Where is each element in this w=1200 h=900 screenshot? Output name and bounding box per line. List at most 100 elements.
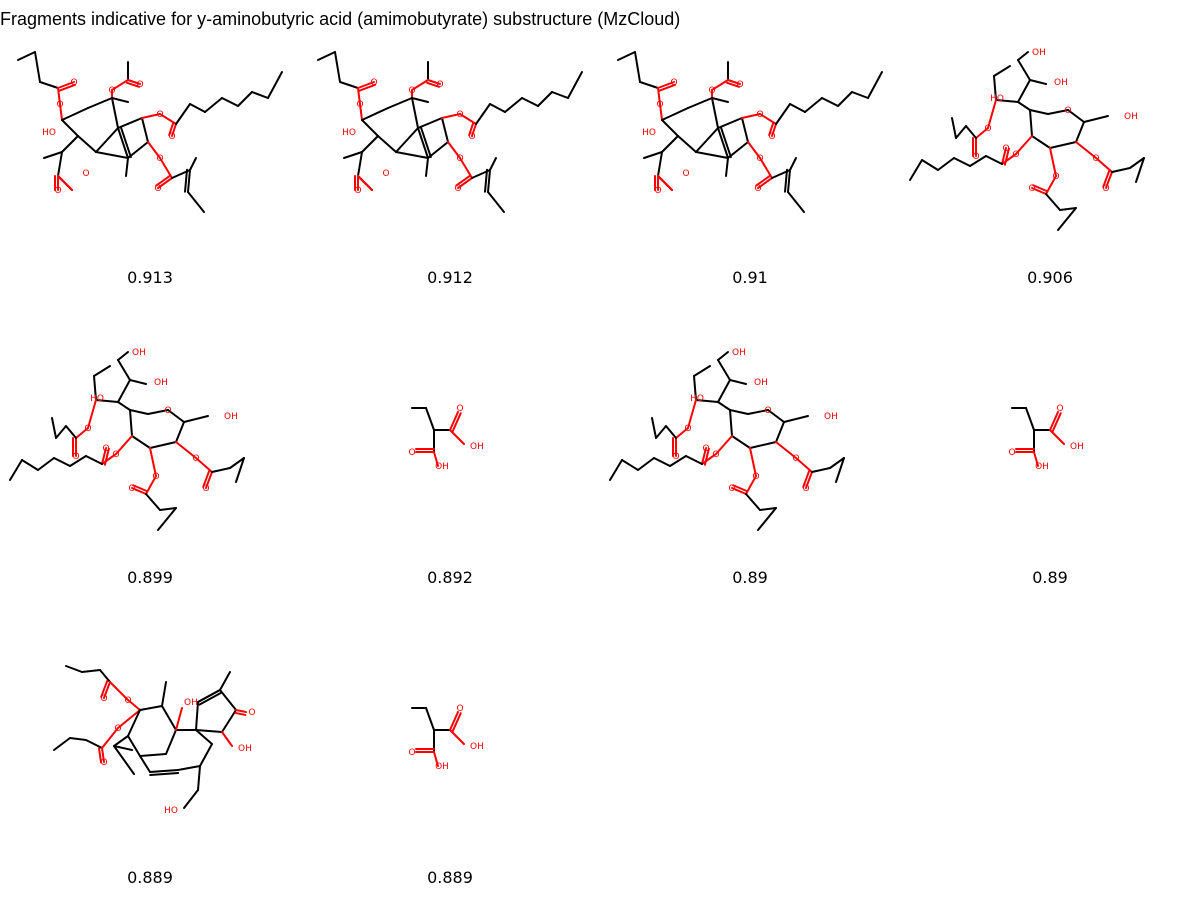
atom-label: O <box>1056 404 1063 414</box>
bond <box>1017 79 1031 103</box>
bond <box>851 91 869 99</box>
bond <box>183 789 199 809</box>
bond <box>475 103 491 125</box>
structure-cell: OOOOHOOOHOH 0.889 <box>0 600 300 900</box>
bond <box>51 417 57 439</box>
bond <box>75 427 89 439</box>
bond <box>741 113 761 119</box>
atom-label: O <box>972 152 979 162</box>
atom-label: O <box>56 100 63 110</box>
similarity-score: 0.89 <box>1032 568 1068 587</box>
bond <box>787 191 805 213</box>
bond <box>387 97 413 109</box>
bond <box>487 191 505 213</box>
bond <box>909 159 923 181</box>
bond <box>433 451 439 467</box>
bond <box>837 91 853 107</box>
bond <box>21 459 39 471</box>
bond <box>1049 147 1057 177</box>
bond <box>789 103 806 113</box>
bond <box>471 123 477 137</box>
bond <box>1001 153 1017 165</box>
bond <box>551 91 569 99</box>
bond <box>34 51 41 83</box>
atom-label: OH <box>470 742 484 752</box>
bond <box>695 399 719 403</box>
bond <box>103 681 111 699</box>
bond <box>1105 171 1113 189</box>
bond <box>95 127 119 153</box>
bond <box>1017 101 1031 111</box>
bond <box>657 81 675 89</box>
bond <box>117 401 131 411</box>
bond <box>59 103 63 121</box>
bond <box>1049 141 1077 149</box>
structure-cell: OHHOOHOOOOHOOOOOO 0.89 <box>600 300 900 600</box>
bond <box>1075 141 1097 159</box>
bond <box>717 351 729 361</box>
bond <box>701 453 717 465</box>
bond <box>111 97 129 103</box>
bond <box>205 471 213 489</box>
bond <box>651 417 657 439</box>
bond <box>455 174 472 187</box>
bond <box>717 127 729 159</box>
molecule-drawing: OHHOOHOOOOHOOOOOO <box>609 348 845 531</box>
atom-label: O <box>72 452 79 462</box>
bond <box>661 119 679 137</box>
bond <box>117 379 131 403</box>
bond <box>202 469 211 488</box>
atom-label: O <box>708 86 715 96</box>
atom-label: O <box>1028 184 1035 194</box>
sucrose-ester-structure: OHHOOHOOOOHOOOOOO <box>609 348 845 531</box>
atom-label: O <box>202 484 209 494</box>
bond <box>449 411 459 431</box>
bond <box>395 151 429 159</box>
similarity-score: 0.913 <box>127 268 173 287</box>
bond <box>425 407 435 431</box>
bond <box>727 141 749 159</box>
bond <box>768 122 775 137</box>
bond <box>993 65 1011 77</box>
bond <box>219 689 237 711</box>
bond <box>449 429 465 445</box>
bond <box>821 97 839 107</box>
bond <box>521 97 539 107</box>
bond <box>87 399 97 429</box>
bond <box>749 447 757 477</box>
phorbol-like-A-structure: OOOOOOOOHOOO <box>17 51 283 213</box>
bond <box>1067 109 1085 123</box>
atom-label: O <box>164 406 171 416</box>
atom-label: HO <box>642 128 656 138</box>
bond <box>795 457 813 473</box>
bond <box>85 739 103 749</box>
bond <box>717 401 731 411</box>
bond <box>661 107 689 121</box>
bond <box>37 457 55 471</box>
bond <box>717 359 731 381</box>
atom-label: OH <box>154 378 168 388</box>
structure-cell: OHHOOHOOOOHOOOOOO 0.899 <box>0 300 300 600</box>
bond <box>717 379 731 403</box>
bond <box>747 141 761 159</box>
bond <box>659 103 663 121</box>
bond <box>189 157 197 171</box>
atom-label: O <box>1102 184 1109 194</box>
bond <box>149 769 179 773</box>
similarity-score: 0.889 <box>127 868 173 887</box>
bond <box>693 375 697 401</box>
structure-cell: O OH O OH 0.89 <box>900 300 1200 600</box>
atom-label: O <box>168 132 175 142</box>
bond <box>867 71 883 99</box>
atom-label: O <box>454 184 461 194</box>
bond <box>1111 167 1131 173</box>
bond <box>451 712 462 733</box>
bond <box>732 484 749 493</box>
bond <box>1051 412 1062 433</box>
bond <box>995 99 1019 103</box>
atom-label: O <box>354 186 361 196</box>
bond <box>129 379 147 385</box>
bond <box>637 457 655 471</box>
phorbol-like-A-structure: OOOOOOOOHOOO <box>617 51 883 213</box>
bond <box>695 127 719 153</box>
